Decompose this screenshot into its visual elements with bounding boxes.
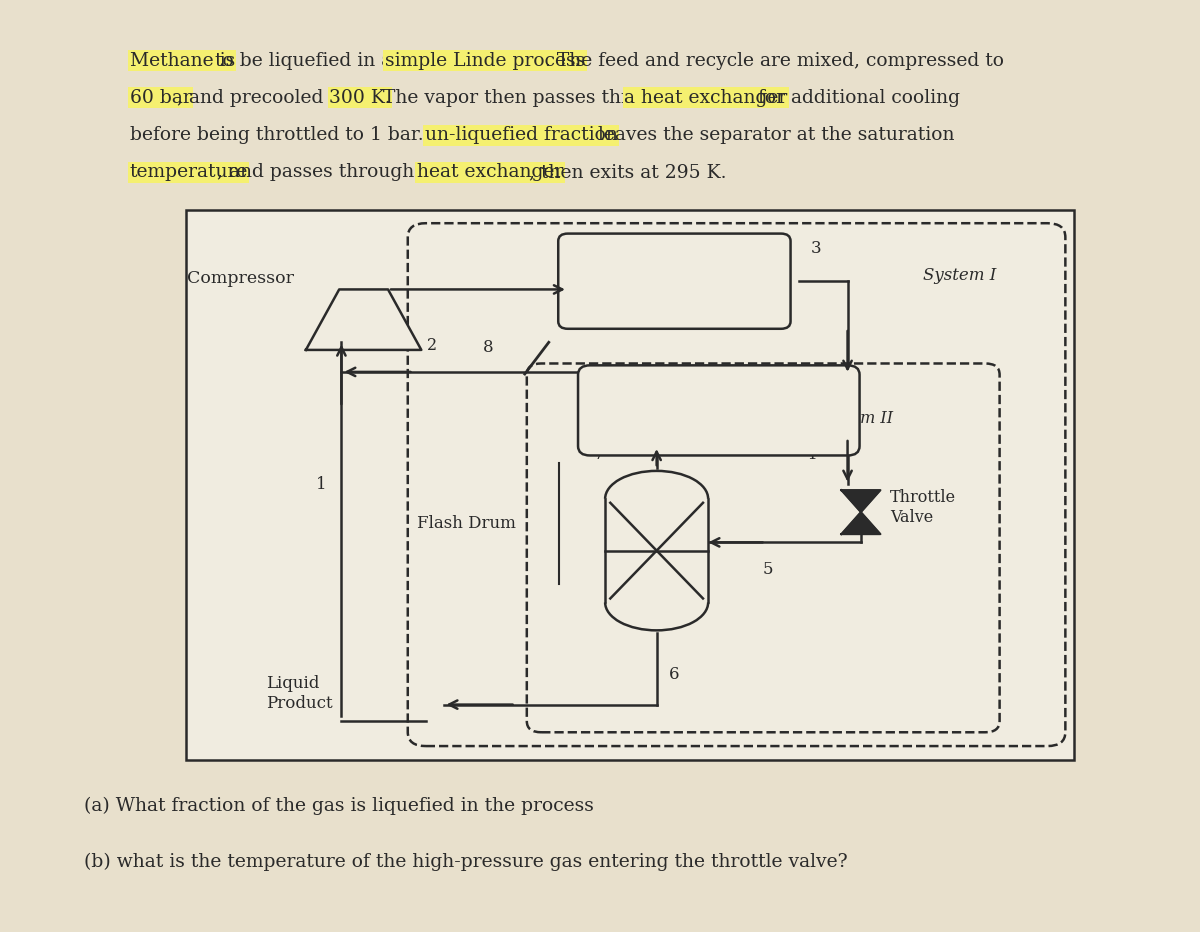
Text: Methane is: Methane is <box>130 51 235 70</box>
Text: , then exits at 295 K.: , then exits at 295 K. <box>528 163 726 182</box>
Text: 300 K.: 300 K. <box>329 89 391 107</box>
Text: Compressor: Compressor <box>187 269 294 287</box>
Text: temperature: temperature <box>130 163 248 182</box>
Polygon shape <box>841 490 881 512</box>
Text: before being throttled to 1 bar. The: before being throttled to 1 bar. The <box>130 126 470 144</box>
Text: simple Linde process: simple Linde process <box>385 51 586 70</box>
Text: System II: System II <box>816 410 894 427</box>
Text: 4: 4 <box>806 445 816 463</box>
Text: Heat Exchanger: Heat Exchanger <box>647 402 791 418</box>
Text: 5: 5 <box>762 561 773 579</box>
Text: Throttle
Valve: Throttle Valve <box>890 489 956 526</box>
Text: a heat exchanger: a heat exchanger <box>624 89 787 107</box>
FancyBboxPatch shape <box>558 234 791 329</box>
FancyBboxPatch shape <box>578 365 859 456</box>
Text: , and precooled to: , and precooled to <box>178 89 355 107</box>
Text: for additional cooling: for additional cooling <box>752 89 960 107</box>
Text: (a) What fraction of the gas is liquefied in the process: (a) What fraction of the gas is liquefie… <box>84 797 594 816</box>
Text: Flash Drum: Flash Drum <box>416 514 516 531</box>
Text: , and passes through the: , and passes through the <box>217 163 457 182</box>
Text: leaves the separator at the saturation: leaves the separator at the saturation <box>593 126 955 144</box>
Text: to be liquefied in a: to be liquefied in a <box>209 51 398 70</box>
Text: 2: 2 <box>427 336 438 354</box>
Bar <box>186 210 1074 760</box>
FancyBboxPatch shape <box>605 499 708 602</box>
Text: Precooler: Precooler <box>631 273 718 290</box>
Text: . The feed and recycle are mixed, compressed to: . The feed and recycle are mixed, compre… <box>545 51 1003 70</box>
Text: Liquid
Product: Liquid Product <box>266 676 332 712</box>
Text: 60 bar: 60 bar <box>130 89 191 107</box>
Polygon shape <box>841 512 881 534</box>
Text: (b) what is the temperature of the high-pressure gas entering the throttle valve: (b) what is the temperature of the high-… <box>84 853 847 871</box>
Text: 3: 3 <box>811 240 822 256</box>
Text: The vapor then passes through: The vapor then passes through <box>377 89 683 107</box>
Text: 8: 8 <box>482 338 493 356</box>
Text: heat exchanger: heat exchanger <box>416 163 563 182</box>
Text: un-liquefied fraction: un-liquefied fraction <box>425 126 618 144</box>
Text: 7: 7 <box>594 445 605 463</box>
Text: 1: 1 <box>317 476 326 493</box>
Polygon shape <box>306 290 421 350</box>
Text: 6: 6 <box>670 665 679 683</box>
Text: System I: System I <box>923 267 996 284</box>
